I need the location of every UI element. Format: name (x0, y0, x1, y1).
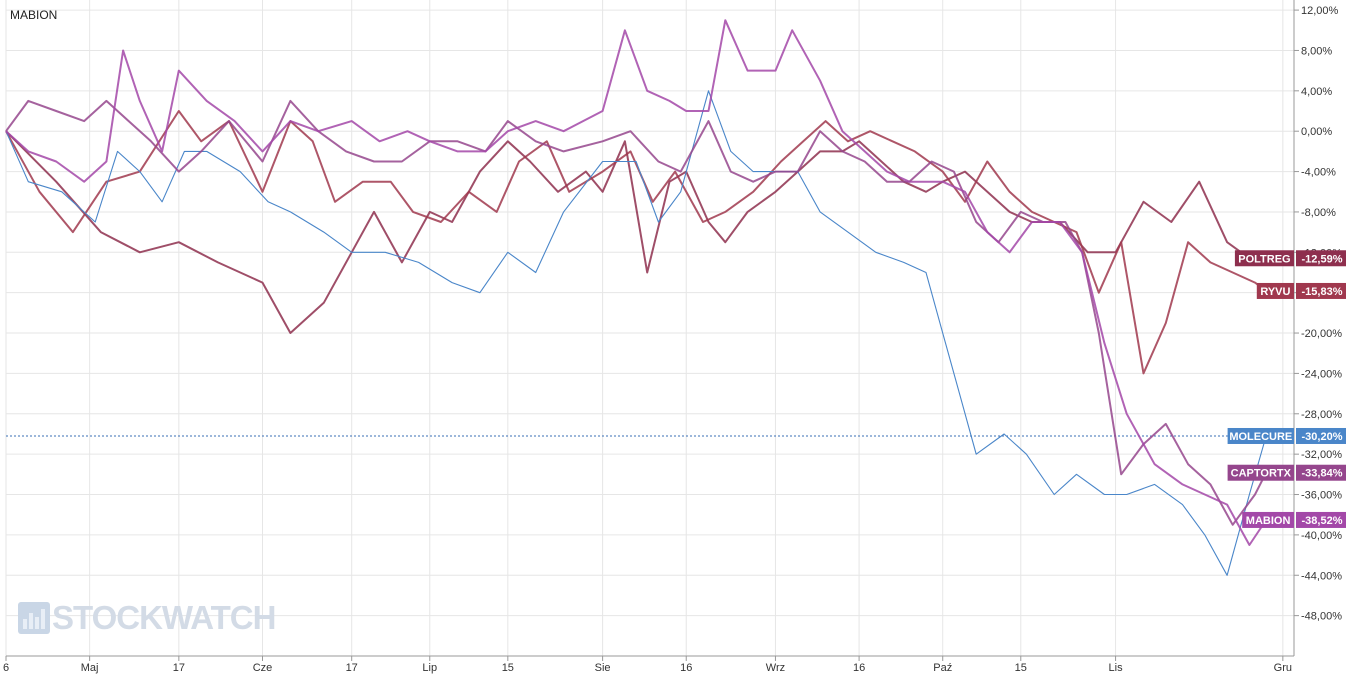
stockwatch-watermark: STOCKWATCH (18, 599, 276, 636)
x-tick-label: Paź (933, 662, 952, 674)
badge-value-bg (1296, 511, 1346, 528)
x-tick-label: 15 (1015, 662, 1027, 674)
x-tick-label: Lip (422, 662, 437, 674)
badge-value: -15,83% (1302, 286, 1343, 298)
watermark-text: STOCKWATCH (52, 599, 276, 636)
y-tick-label: -44,00% (1301, 570, 1342, 582)
series-end-labels: POLTREG -12,59% RYVU -15,83% MOLECURE -30,20%… (1227, 250, 1346, 528)
badge-name: POLTREG (1238, 253, 1290, 265)
horizontal-gridlines (6, 9, 1294, 617)
x-tick-label: 17 (173, 662, 185, 674)
series-badge-poltreg: POLTREG -12,59% (1234, 250, 1346, 267)
x-tick-label: 16 (853, 662, 865, 674)
y-tick-label: -4,00% (1301, 167, 1336, 179)
y-tick-label: -48,00% (1301, 611, 1342, 623)
x-tick-label: Lis (1109, 662, 1124, 674)
badge-name: CAPTORTX (1231, 468, 1292, 480)
x-tick-label: Maj (81, 662, 99, 674)
badge-name: MOLECURE (1229, 431, 1292, 443)
badge-name-bg (1234, 250, 1294, 267)
badge-name-bg (1242, 511, 1294, 528)
x-tick-label: Wrz (766, 662, 785, 674)
vertical-gridlines (5, 0, 1284, 656)
bar-chart-icon (18, 602, 50, 634)
y-tick-label: 12,00% (1301, 5, 1339, 17)
badge-value-bg (1296, 464, 1346, 481)
y-tick-label: -24,00% (1301, 368, 1342, 380)
y-tick-label: 8,00% (1301, 45, 1332, 57)
series-lines (5, 19, 1267, 576)
x-tick-labels: 6 Maj 17 Cze 17 Lip 15 Sie 16 Wrz 16 Paź 15 Lis Gru (3, 656, 1292, 674)
y-tick-label: -36,00% (1301, 490, 1342, 502)
y-tick-label: -28,00% (1301, 409, 1342, 421)
series-badge-ryvu: RYVU -15,83% (1256, 282, 1346, 299)
badge-name: RYVU (1260, 286, 1290, 298)
x-tick-label: 6 (3, 662, 9, 674)
series-badge-molecure: MOLECURE -30,20% (1227, 427, 1346, 444)
x-tick-label: Sie (595, 662, 611, 674)
series-badge-captortx: CAPTORTX -33,84% (1227, 464, 1346, 481)
badge-value: -12,59% (1302, 253, 1343, 265)
chart-title: MABION (10, 8, 57, 22)
y-tick-label: -32,00% (1301, 449, 1342, 461)
badge-value: -30,20% (1302, 431, 1343, 443)
badge-value-bg (1296, 250, 1346, 267)
y-tick-label: 0,00% (1301, 126, 1332, 138)
badge-name-bg (1227, 427, 1294, 444)
x-tick-label: Gru (1274, 662, 1292, 674)
x-tick-label: Cze (253, 662, 273, 674)
series-line-captortx (5, 99, 1267, 526)
badge-value-bg (1296, 282, 1346, 299)
series-line-molecure (5, 90, 1267, 576)
badge-value-bg (1296, 427, 1346, 444)
x-tick-label: 15 (502, 662, 514, 674)
y-tick-label: -8,00% (1301, 207, 1336, 219)
series-line-ryvu (5, 110, 1267, 375)
series-badge-mabion: MABION -38,52% (1242, 511, 1346, 528)
badge-name-bg (1227, 464, 1294, 481)
y-tick-label: -20,00% (1301, 328, 1342, 340)
badge-name-bg (1256, 282, 1294, 299)
y-tick-label: -40,00% (1301, 530, 1342, 542)
x-tick-label: 17 (346, 662, 358, 674)
series-line-mabion (5, 19, 1267, 546)
badge-name: MABION (1246, 515, 1291, 527)
y-tick-label: 4,00% (1301, 86, 1332, 98)
badge-value: -33,84% (1302, 468, 1343, 480)
x-tick-label: 16 (680, 662, 692, 674)
badge-value: -38,52% (1302, 515, 1343, 527)
